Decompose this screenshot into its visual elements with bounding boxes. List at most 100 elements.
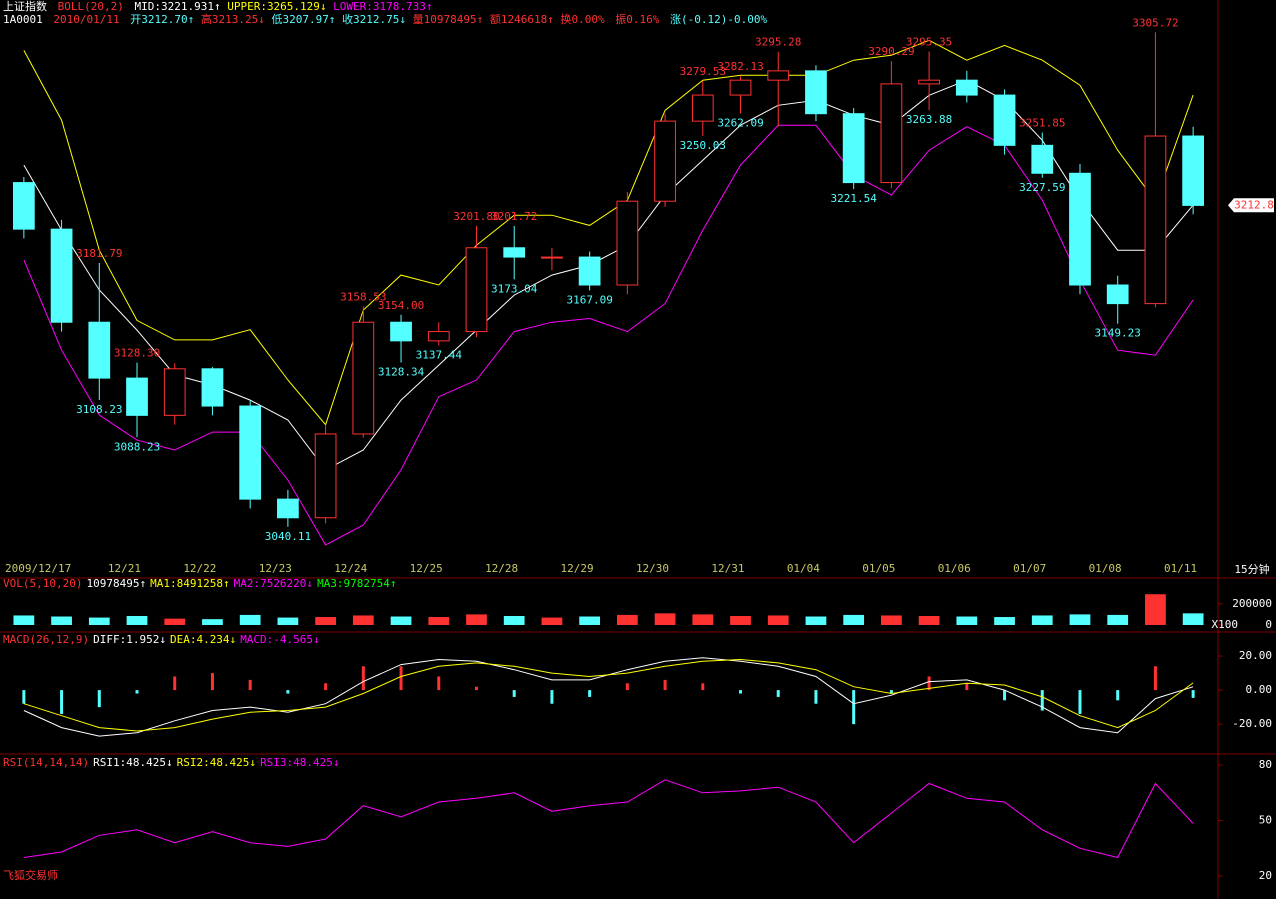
x-tick-label: 2009/12/17 xyxy=(5,562,71,575)
candle-body xyxy=(1069,172,1091,286)
y-tick-label: 20.00 xyxy=(1239,649,1272,662)
y-tick-label: 0.00 xyxy=(1246,683,1273,696)
band-line xyxy=(23,124,1194,546)
quote: 高3213.25↓ xyxy=(201,12,265,26)
y-tick-label: 50 xyxy=(1259,814,1272,827)
x-tick-label: 01/08 xyxy=(1089,562,1122,575)
price-annotation: 3295.28 xyxy=(755,36,801,49)
macd-line xyxy=(23,658,1194,732)
y-tick-label: 80 xyxy=(1259,758,1272,771)
volume-bar xyxy=(956,616,978,625)
volume-bar xyxy=(202,619,223,625)
price-annotation: 3149.23 xyxy=(1095,327,1141,340)
candle-body xyxy=(239,405,262,500)
candle-body xyxy=(88,321,111,379)
volume-bar xyxy=(730,615,751,625)
candle-body xyxy=(578,256,601,286)
price-annotation: 3221.54 xyxy=(830,192,877,205)
candle-body xyxy=(163,368,186,416)
quote: 低3207.97↑ xyxy=(271,13,335,26)
price-annotation: 3263.88 xyxy=(906,113,952,126)
candle-body xyxy=(541,256,563,259)
code: 1A0001 xyxy=(3,13,43,26)
price-annotation: 3173.04 xyxy=(491,282,538,295)
candle-body xyxy=(390,321,412,342)
legend: MACD(26,12,9) DIFF:1.952↓ DEA:4.234↓ MACD:-… xyxy=(3,633,320,646)
legend: RSI(14,14,14) RSI1:48.425↓ RSI2:48.425↓ RSI… xyxy=(3,756,340,769)
legend-item: RSI(14,14,14) xyxy=(3,756,89,769)
header-line: 上证指数 BOLL(20,2) MID:3221.931↑ UPPER:3265… xyxy=(3,0,433,13)
candle-body xyxy=(993,94,1016,146)
volume-bar xyxy=(352,615,374,625)
price-annotation: 3137.44 xyxy=(416,349,463,362)
x-tick-label: 01/05 xyxy=(862,562,895,575)
band-line xyxy=(23,79,1194,471)
volume-bar xyxy=(654,613,676,625)
legend-item: VOL(5,10,20) xyxy=(3,577,82,590)
last-price-label: 3212.8 xyxy=(1234,198,1274,211)
volume-bar xyxy=(692,614,714,625)
price-annotation: 3167.09 xyxy=(566,293,612,306)
legend-item: RSI3:48.425↓ xyxy=(260,756,339,769)
price-annotation: 3251.85 xyxy=(1019,117,1065,130)
price-annotation: 3201.80 xyxy=(453,210,499,223)
candle-body xyxy=(1031,144,1054,174)
quote: 涨(-0.12)-0.00% xyxy=(670,13,767,26)
volume-bar xyxy=(579,616,601,625)
price-annotation: 3158.53 xyxy=(340,290,386,303)
price-annotation: 3262.09 xyxy=(717,117,763,130)
x-tick-label: 12/23 xyxy=(259,562,292,575)
price-annotation: 3250.03 xyxy=(680,139,726,152)
volume-bar xyxy=(918,615,940,625)
quote-line: 1A0001 2010/01/11 开3212.70↑ 高3213.25↓ 低3… xyxy=(3,12,767,26)
y-tick-label: -20.00 xyxy=(1232,717,1272,730)
x-tick-label: 01/04 xyxy=(787,562,820,575)
last-price-tag xyxy=(1228,198,1274,213)
price-annotation: 3290.29 xyxy=(868,45,914,58)
price-annotation: 3201.72 xyxy=(491,210,537,223)
price-annotation: 3181.79 xyxy=(76,247,122,260)
x-tick-label: 12/24 xyxy=(334,562,367,575)
candle-body xyxy=(427,331,450,342)
volume-bar xyxy=(164,618,186,625)
volume-bar xyxy=(88,617,110,625)
indicator-value: LOWER:3178.733↑ xyxy=(333,0,432,13)
x-tick-label: 01/06 xyxy=(938,562,971,575)
indicator: BOLL(20,2) xyxy=(58,0,124,13)
indicator-value: UPPER:3265.129↓ xyxy=(227,0,326,13)
price-annotation: 3108.23 xyxy=(76,403,122,416)
rsi-line xyxy=(23,779,1194,859)
quote: 开3212.70↑ xyxy=(130,13,194,26)
price-annotation: 3305.72 xyxy=(1132,16,1178,29)
volume-bar xyxy=(541,617,563,625)
candle-body xyxy=(352,321,375,435)
candle-body xyxy=(654,120,676,202)
macd-line xyxy=(23,657,1194,737)
price-annotation: 3128.34 xyxy=(378,366,425,379)
candle-body xyxy=(880,83,903,184)
price-annotation: 3128.30 xyxy=(114,347,160,360)
x-tick-label: 12/25 xyxy=(410,562,443,575)
quote: 换0.00% xyxy=(561,12,605,26)
candle-body xyxy=(691,94,714,122)
y-tick-label: 20 xyxy=(1259,869,1272,882)
volume-bar xyxy=(881,615,902,625)
candle-body xyxy=(842,113,865,184)
legend-item: MA2:7526220↓ xyxy=(234,577,313,590)
candle-body xyxy=(503,247,526,258)
quote: 振0.16% xyxy=(615,12,659,26)
index-name: 上证指数 xyxy=(3,0,47,13)
volume-bar xyxy=(1107,614,1129,625)
x-tick-label: 01/07 xyxy=(1013,562,1046,575)
candle-body xyxy=(955,79,978,96)
x-tick-label: 12/28 xyxy=(485,562,518,575)
candle-body xyxy=(201,368,224,407)
price-annotation: 3154.00 xyxy=(378,299,424,312)
y-tick-label: 200000 xyxy=(1232,597,1272,610)
x-tick-label: 12/31 xyxy=(711,562,744,575)
candle-body xyxy=(314,433,337,519)
volume-bar xyxy=(51,616,72,625)
volume-bar xyxy=(13,615,35,625)
date: 2010/01/11 xyxy=(53,13,119,26)
